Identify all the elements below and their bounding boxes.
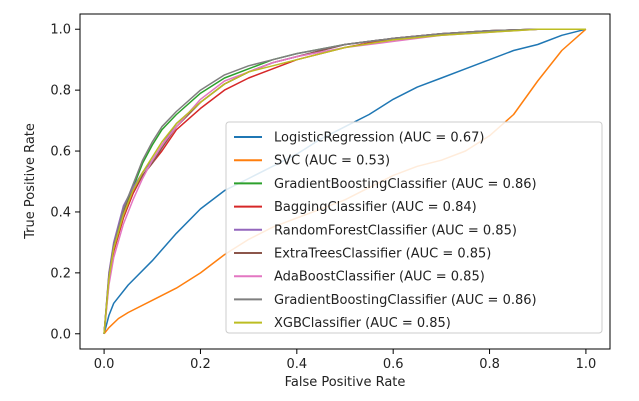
legend-label: AdaBoostClassifier (AUC = 0.85) [274, 270, 485, 285]
y-tick-label: 0.2 [50, 266, 71, 281]
x-tick-label: 0.0 [94, 357, 115, 372]
x-tick-label: 1.0 [576, 357, 597, 372]
plot-frame [79, 13, 611, 350]
legend: LogisticRegression (AUC = 0.67) SVC (AUC … [225, 121, 603, 334]
y-tick-label: 1.0 [50, 23, 71, 38]
x-tick-label: 0.2 [190, 357, 211, 372]
y-tick-label: 0.4 [50, 205, 71, 220]
x-tick-label: 0.4 [286, 357, 307, 372]
legend-label: RandomForestClassifier (AUC = 0.85) [274, 223, 517, 238]
x-axis-label: False Positive Rate [285, 375, 406, 390]
x-tick-label: 0.6 [383, 357, 404, 372]
legend-frame [225, 121, 603, 334]
y-axis-label: True Positive Rate [23, 123, 38, 240]
legend-label: XGBClassifier (AUC = 0.85) [274, 316, 451, 331]
y-tick-label: 0.6 [50, 145, 71, 160]
legend-label: SVC (AUC = 0.53) [274, 154, 390, 169]
legend-label: BaggingClassifier (AUC = 0.84) [274, 200, 477, 215]
legend-label: GradientBoostingClassifier (AUC = 0.86) [274, 177, 537, 192]
series-line-8 [103, 28, 586, 334]
series-line-7 [103, 28, 586, 334]
x-tick-label: 0.8 [479, 357, 500, 372]
y-tick-label: 0.8 [50, 84, 71, 99]
legend-label: ExtraTreesClassifier (AUC = 0.85) [274, 247, 491, 262]
legend-label: LogisticRegression (AUC = 0.67) [274, 131, 484, 146]
legend-label: GradientBoostingClassifier (AUC = 0.86) [274, 293, 537, 308]
ticks-layer: 0.0 0.2 0.4 0.6 0.8 1.0 0.0 0.2 0.4 0.6 0.8 1.0 [50, 23, 596, 372]
y-tick-label: 0.0 [50, 327, 71, 342]
